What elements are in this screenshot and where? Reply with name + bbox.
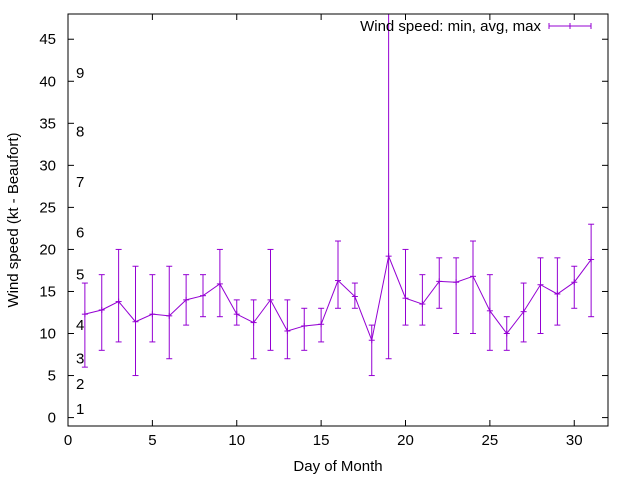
average-line-layer [81,253,595,344]
y-tick-label: 30 [39,157,56,174]
error-bars [81,13,595,377]
beaufort-label: 3 [76,351,84,368]
beaufort-label: 1 [76,401,84,418]
y-tick-label: 25 [39,199,56,216]
y-tick-label: 45 [39,31,56,48]
plot-frame [67,13,609,427]
y-tick-label: 10 [39,326,56,343]
x-tick-label: 10 [228,432,245,449]
x-tick-label: 15 [313,432,330,449]
beaufort-label: 8 [76,124,84,141]
y-tick-label: 0 [48,410,56,427]
y-axis-title: Wind speed (kt - Beaufort) [5,132,22,307]
x-tick-label: 20 [397,432,414,449]
x-tick-label: 30 [566,432,583,449]
beaufort-label: 7 [76,174,84,191]
x-tick-label: 0 [64,432,72,449]
legend-label: Wind speed: min, avg, max [360,18,541,35]
y-tick-label: 40 [39,73,56,90]
x-axis-title: Day of Month [293,458,382,475]
beaufort-label: 4 [76,317,84,334]
beaufort-label: 5 [76,267,84,284]
x-tick-label: 5 [148,432,156,449]
beaufort-scale-labels: 1 2 3 4 5 6 7 8 9 [76,65,84,418]
y-tick-label: 5 [48,368,56,385]
legend: Wind speed: min, avg, max [360,18,592,35]
x-tick-label: 25 [482,432,499,449]
beaufort-label: 6 [76,225,84,242]
beaufort-label: 9 [76,65,84,82]
y-tick-label: 15 [39,283,56,300]
beaufort-label: 2 [76,376,84,393]
y-tick-label: 35 [39,115,56,132]
y-tick-label: 20 [39,241,56,258]
